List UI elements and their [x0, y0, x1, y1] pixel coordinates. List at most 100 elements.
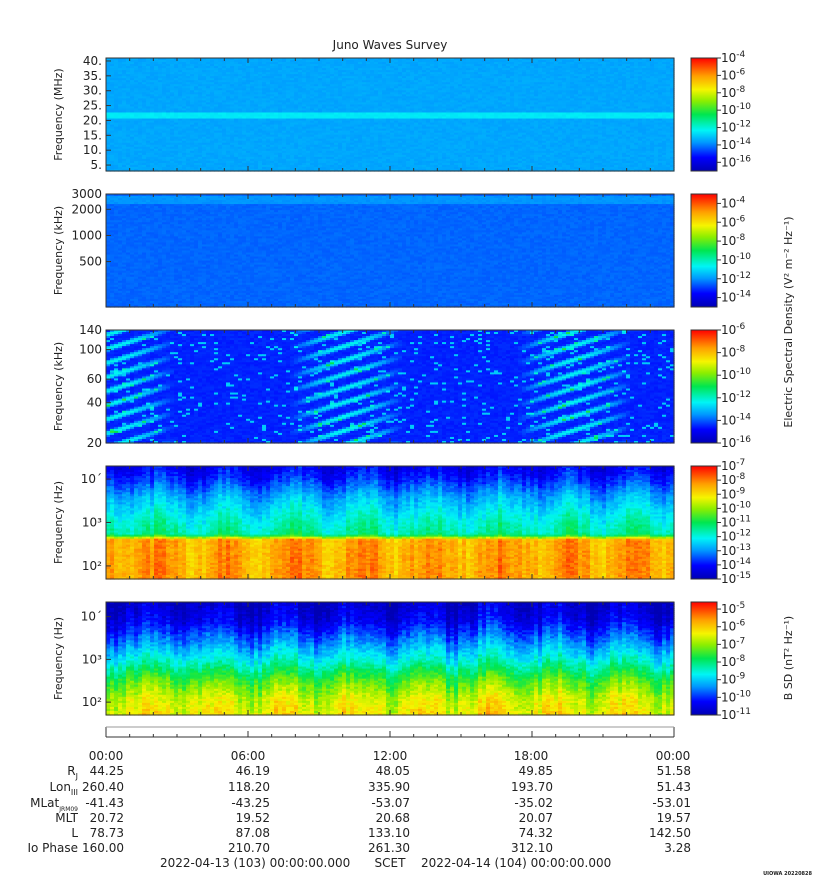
ephemeris-value: 74.32	[519, 826, 553, 840]
colorbar-tick-exponent: -13	[736, 543, 751, 553]
colorbar-tick-label: 10-15	[721, 571, 751, 586]
colorbar-tick-label: 10-5	[721, 601, 745, 616]
colorbar-tick-label: 10-10	[721, 500, 751, 515]
y-axis-label: Frequency (MHz)	[52, 68, 65, 160]
ephemeris-row-label: LonIII	[50, 780, 79, 797]
colorbar-tick-label: 10-12	[721, 390, 751, 405]
colorbar-scale	[690, 329, 718, 444]
y-tick-label: 60	[87, 372, 102, 386]
ephemeris-value: 133.10	[368, 826, 410, 840]
colorbar-tick-exponent: -14	[736, 557, 751, 567]
credit-stamp: UIOWA 20220828	[763, 871, 812, 877]
colorbar-tick-exponent: -7	[736, 458, 745, 468]
colorbar-tick-exponent: -14	[736, 412, 751, 422]
colorbar-tick-label: 10-8	[721, 472, 746, 487]
magnetic-density-label: B SD (nT² Hz⁻¹)	[782, 616, 795, 700]
time-tick-label: 00:00	[656, 749, 691, 763]
colorbar-tick-exponent: -12	[736, 271, 751, 281]
y-tick-label: 10²	[82, 695, 102, 709]
colorbar-tick-exponent: -10	[736, 500, 751, 510]
ephemeris-row-label: L	[71, 826, 78, 840]
colorbar-tick-label: 10-12	[721, 120, 751, 135]
colorbar: 10-710-810-910-1010-1110-1210-1310-1410-…	[690, 458, 751, 586]
colorbar-tick-label: 10-13	[721, 543, 751, 558]
colorbar-tick-exponent: -10	[736, 102, 751, 112]
y-tick-label: 10³	[82, 516, 102, 530]
spectrogram-cells	[106, 330, 675, 444]
colorbar-tick-label: 10-8	[721, 85, 746, 100]
colorbar-tick-label: 10-11	[721, 707, 751, 722]
colorbar-tick-exponent: -8	[736, 233, 745, 243]
y-axis-label: Frequency (Hz)	[52, 481, 65, 564]
colorbar-tick-label: 10-11	[721, 515, 751, 530]
ephemeris-value: 118.20	[228, 780, 270, 794]
colorbar-tick-label: 10-8	[721, 233, 746, 248]
colorbar-tick-exponent: -5	[736, 601, 745, 611]
colorbar-tick-label: 10-9	[721, 486, 746, 501]
y-tick-label: 10´	[81, 610, 102, 624]
colorbar-tick-exponent: -8	[736, 472, 745, 482]
y-tick-label: 20.	[83, 113, 102, 127]
colorbar-tick-exponent: -9	[736, 486, 745, 496]
colorbar-tick-exponent: -11	[736, 707, 751, 717]
y-tick-label: 100	[79, 343, 102, 357]
colorbar-tick-label: 10-9	[721, 672, 746, 687]
colorbar-tick-exponent: -12	[736, 120, 751, 130]
ephemeris-value: 160.00	[82, 841, 124, 855]
y-tick-label: 2000	[71, 202, 102, 216]
ephemeris-value: 335.90	[368, 780, 410, 794]
colorbar-tick-exponent: -10	[736, 367, 751, 377]
colorbar-tick-label: 10-14	[721, 290, 751, 305]
ephemeris-row-label: Io Phase	[27, 841, 78, 855]
ephemeris-value: 260.40	[82, 780, 124, 794]
y-axis-label: Frequency (Hz)	[52, 617, 65, 700]
ephemeris-value: -41.43	[85, 796, 124, 810]
colorbar-tick-label: 10-16	[721, 154, 751, 169]
colorbar: 10-4 10-6 10-8 10-10 10-12 10-14 10-16	[690, 50, 751, 172]
colorbar-tick-label: 10-6	[721, 322, 746, 337]
colorbar-tick-label: 10-12	[721, 529, 751, 544]
colorbar-tick-exponent: -6	[736, 214, 745, 224]
ephemeris-value: 87.08	[236, 826, 270, 840]
colorbar-tick-label: 10-6	[721, 67, 746, 82]
y-tick-label: 10´	[81, 472, 102, 486]
colorbar-tick-exponent: -8	[736, 345, 745, 355]
ephemeris-row-subscript: JRM09	[58, 806, 78, 813]
panel-3: 140 100 60 40 20 Frequency (kHz) 10-6 10-8 10-10…	[52, 322, 751, 450]
colorbar-tick-exponent: -7	[736, 636, 745, 646]
electric-density-label: Electric Spectral Density (V² m⁻² Hz⁻¹)	[782, 216, 795, 427]
ephemeris-value: 20.68	[376, 811, 410, 825]
ephemeris-value: 19.57	[657, 811, 691, 825]
ephemeris-value: 48.05	[376, 764, 410, 778]
colorbar-tick-label: 10-4	[721, 195, 746, 210]
colorbar-tick-exponent: -6	[736, 322, 745, 332]
ephemeris-table: RJ 44.25 46.19 48.05 49.85 51.58 LonIII 260.40 1…	[27, 764, 691, 855]
footer-start-time: 2022-04-13 (103) 00:00:00.000	[160, 856, 350, 870]
y-tick-label: 3000	[71, 187, 102, 201]
colorbar-tick-exponent: -4	[736, 50, 745, 60]
ephemeris-value: 20.07	[519, 811, 553, 825]
colorbar-tick-label: 10-12	[721, 271, 751, 286]
chart-title: Juno Waves Survey	[332, 38, 448, 52]
y-tick-label: 40	[87, 396, 102, 410]
time-tick-label: 18:00	[514, 749, 549, 763]
ephemeris-value: 49.85	[519, 764, 553, 778]
colorbar: 10-6 10-8 10-10 10-12 10-14 10-16	[690, 322, 751, 450]
time-axis: 00:00 06:00 12:00 18:00 00:00	[89, 726, 691, 763]
ephemeris-value: 142.50	[649, 826, 691, 840]
ephemeris-value: 78.73	[90, 826, 124, 840]
colorbar-tick-label: 10-14	[721, 412, 751, 427]
colorbar-tick-label: 10-6	[721, 619, 746, 634]
colorbar-tick-exponent: -9	[736, 672, 745, 682]
ephemeris-value: 193.70	[511, 780, 553, 794]
colorbar-tick-exponent: -10	[736, 689, 751, 699]
ephemeris-value: 210.70	[228, 841, 270, 855]
time-tick-label: 06:00	[231, 749, 266, 763]
colorbar-tick-exponent: -11	[736, 515, 751, 525]
colorbar-tick-exponent: -8	[736, 654, 745, 664]
ephemeris-value: 51.43	[657, 780, 691, 794]
colorbar-tick-label: 10-8	[721, 345, 746, 360]
y-tick-label: 15.	[83, 128, 102, 142]
y-tick-label: 1000	[71, 228, 102, 242]
colorbar-tick-label: 10-14	[721, 137, 751, 152]
